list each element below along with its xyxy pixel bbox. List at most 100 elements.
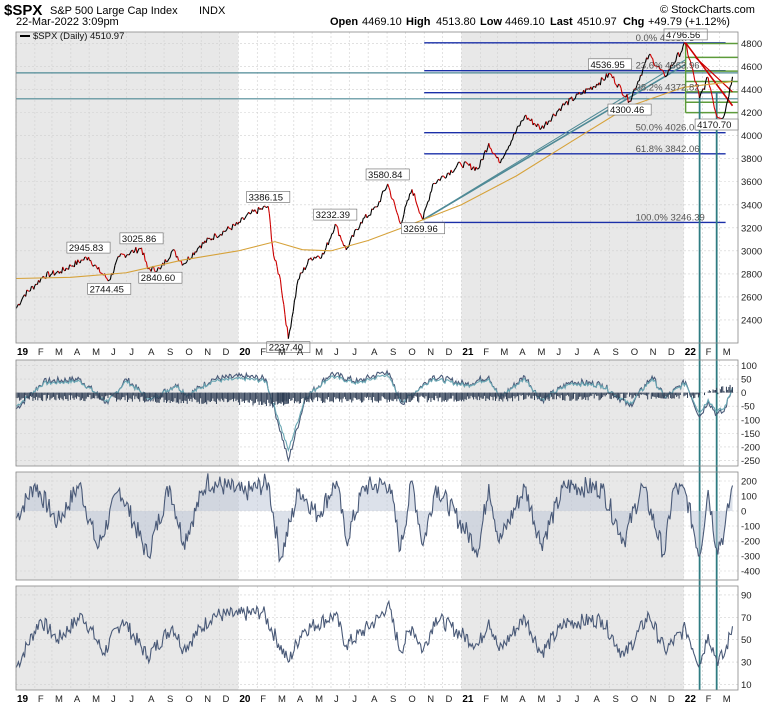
price-segment bbox=[443, 175, 446, 179]
price-segment bbox=[137, 248, 140, 251]
date-time: 22-Mar-2022 3:09pm bbox=[16, 16, 119, 28]
price-segment bbox=[499, 158, 503, 164]
price-segment bbox=[555, 111, 558, 117]
price-segment bbox=[428, 193, 431, 201]
price-segment bbox=[560, 106, 563, 112]
fib-label: 61.8% 3842.06 bbox=[636, 144, 700, 155]
price-segment bbox=[76, 259, 79, 265]
last-label: Last bbox=[550, 16, 573, 28]
price-segment bbox=[173, 249, 176, 252]
x-tick-label: O bbox=[185, 694, 192, 705]
x-tick-label: A bbox=[148, 347, 155, 358]
price-segment bbox=[295, 285, 298, 297]
x-tick-label: J bbox=[111, 694, 116, 705]
price-segment bbox=[653, 64, 656, 67]
price-segment bbox=[39, 278, 42, 283]
price-segment bbox=[405, 200, 408, 205]
price-segment bbox=[710, 88, 713, 95]
price-segment bbox=[357, 226, 361, 230]
price-segment bbox=[339, 235, 342, 241]
price-segment bbox=[156, 267, 159, 272]
price-segment bbox=[432, 182, 435, 185]
price-segment bbox=[222, 230, 225, 232]
price-segment bbox=[147, 267, 150, 270]
price-segment bbox=[392, 199, 396, 205]
price-segment bbox=[649, 53, 652, 58]
x-tick-label: J bbox=[575, 694, 580, 705]
price-segment bbox=[323, 251, 326, 255]
price-segment bbox=[681, 45, 684, 52]
price-segment bbox=[601, 77, 604, 80]
price-segment bbox=[83, 256, 86, 261]
price-segment bbox=[361, 218, 364, 224]
price-segment bbox=[172, 249, 175, 251]
price-segment bbox=[451, 171, 454, 174]
price-segment bbox=[244, 215, 247, 219]
price-segment bbox=[663, 72, 666, 77]
price-segment bbox=[62, 266, 65, 271]
price-segment bbox=[287, 331, 291, 339]
price-segment bbox=[239, 217, 242, 223]
price-segment bbox=[488, 143, 491, 149]
price-segment bbox=[497, 157, 500, 163]
annotation-label: 2945.83 bbox=[69, 243, 103, 254]
x-tick-label: M bbox=[315, 347, 323, 358]
price-segment bbox=[270, 239, 274, 248]
price-segment bbox=[608, 72, 611, 75]
price-segment bbox=[519, 120, 522, 127]
price-y-tick: 4800 bbox=[741, 39, 762, 50]
price-segment bbox=[658, 66, 661, 70]
price-segment bbox=[52, 270, 55, 276]
price-segment bbox=[652, 58, 655, 66]
price-segment bbox=[402, 214, 405, 220]
price-y-tick: 4200 bbox=[741, 108, 762, 119]
price-segment bbox=[197, 247, 200, 249]
price-segment bbox=[212, 233, 216, 240]
x-tick-label: 19 bbox=[17, 347, 29, 358]
price-segment bbox=[683, 42, 687, 45]
low-value: 4469.10 bbox=[505, 16, 545, 28]
price-segment bbox=[232, 223, 235, 226]
indicator-y-tick: 50 bbox=[741, 375, 752, 386]
price-segment bbox=[700, 90, 703, 94]
chg-value: +49.79 (+1.12%) bbox=[648, 16, 730, 28]
price-segment bbox=[690, 65, 694, 70]
annotation-box bbox=[66, 241, 111, 254]
x-tick-label: M bbox=[315, 694, 323, 705]
price-segment bbox=[618, 83, 621, 86]
down-trend-line bbox=[694, 56, 733, 93]
price-segment bbox=[445, 173, 448, 178]
price-segment bbox=[193, 251, 196, 256]
price-segment bbox=[181, 263, 184, 266]
high-label: High bbox=[406, 16, 431, 28]
price-segment bbox=[359, 221, 362, 227]
price-segment bbox=[325, 242, 328, 249]
price-segment bbox=[267, 206, 270, 214]
price-segment bbox=[635, 85, 638, 90]
price-segment bbox=[174, 250, 177, 258]
price-segment bbox=[281, 290, 284, 299]
price-segment bbox=[133, 250, 136, 254]
price-segment bbox=[417, 207, 420, 213]
price-segment bbox=[289, 326, 292, 332]
price-segment bbox=[525, 114, 528, 120]
chart-axes: 1919FFMMAAMMJJJJAASSOONNDD2020FFMMAAMMJJ… bbox=[17, 39, 762, 705]
price-segment bbox=[411, 189, 414, 196]
price-segment bbox=[546, 121, 550, 126]
price-segment bbox=[415, 200, 418, 205]
x-tick-label: M bbox=[500, 347, 508, 358]
down-trend-line bbox=[684, 42, 734, 107]
price-segment bbox=[336, 225, 339, 228]
price-y-tick: 4400 bbox=[741, 85, 762, 96]
indicator-y-tick: 90 bbox=[741, 590, 752, 601]
price-y-tick: 3000 bbox=[741, 246, 762, 257]
price-segment bbox=[33, 285, 36, 290]
x-tick-label: D bbox=[668, 694, 675, 705]
annotation-label: 3269.96 bbox=[403, 224, 437, 235]
price-segment bbox=[329, 237, 332, 241]
price-segment bbox=[578, 92, 581, 95]
price-segment bbox=[716, 115, 719, 119]
price-segment bbox=[334, 223, 337, 226]
price-segment bbox=[21, 296, 24, 300]
annotation-box bbox=[266, 341, 311, 353]
